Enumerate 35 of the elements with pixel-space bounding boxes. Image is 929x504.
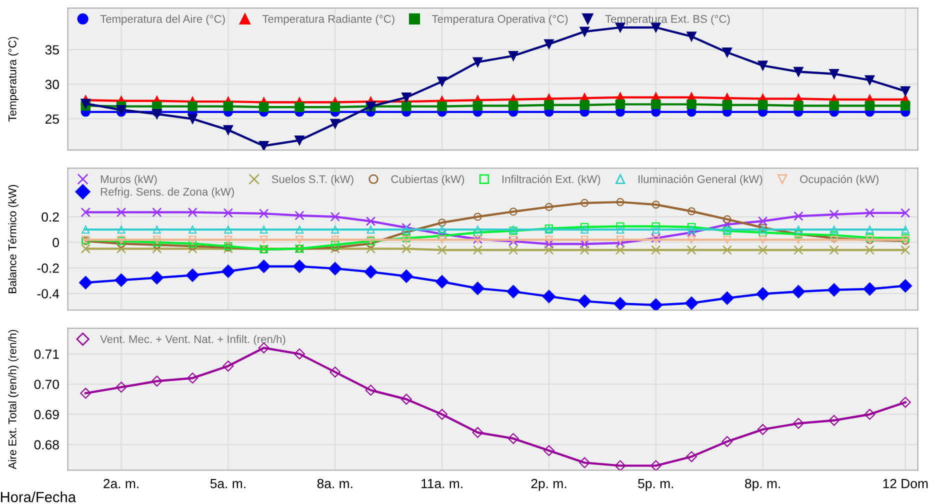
x-tick-label: 5a. m. <box>210 479 246 488</box>
legend-label: Infiltración Ext. (kW) <box>502 174 600 186</box>
legend-label: Temperatura Ext. BS (°C) <box>605 14 730 26</box>
y-tick-label: -0.2 <box>37 263 59 273</box>
legend-label: Refrig. Sens. de Zona (kW) <box>100 188 234 198</box>
y-tick-label: 30 <box>45 80 59 90</box>
legend-label: Muros (kW) <box>100 174 157 186</box>
x-axis-title: Hora/Fecha <box>1 492 76 502</box>
y-axis-title: Aire Ext. Total (ren/h) (ren/h) <box>8 330 19 470</box>
legend-label: Temperatura Radiante (°C) <box>262 14 394 26</box>
y-tick-label: 0.2 <box>42 212 59 222</box>
x-tick-label: 12 Dom <box>883 478 928 488</box>
y-tick-label: 0.71 <box>34 350 59 359</box>
y-tick-label: -0.4 <box>37 289 60 298</box>
legend-label: Cubiertas (kW) <box>391 174 464 186</box>
legend-label: Temperatura Operativa (°C) <box>432 14 568 26</box>
x-tick-label: 5p. m. <box>638 479 674 491</box>
x-tick-label: 2a. m. <box>104 478 138 488</box>
legend-label: Suelos S.T. (kW) <box>272 174 354 186</box>
y-tick-label: 25 <box>45 114 59 124</box>
y-tick-label: 0.69 <box>34 410 59 420</box>
legend-label: Ocupación (kW) <box>800 174 878 186</box>
y-axis-title: Temperatura (°C) <box>8 37 19 122</box>
y-axis-title: Balance Térmico (kW) <box>8 184 19 294</box>
y-tick-label: 35 <box>45 45 59 55</box>
x-tick-label: 8a. m. <box>317 478 352 488</box>
legend-label: Vent. Mec. + Vent. Nat. + Infilt. (ren/h) <box>100 334 286 346</box>
legend-label: Temperatura del Aire (°C) <box>100 14 225 26</box>
x-tick-label: 2p. m. <box>531 478 566 491</box>
legend-label: Iluminación General (kW) <box>638 174 762 186</box>
y-tick-label: 0.68 <box>34 440 59 450</box>
x-tick-label: 11a. m. <box>422 479 462 488</box>
y-tick-label: 0.70 <box>34 380 59 390</box>
y-tick-label: 0 <box>52 238 59 248</box>
x-tick-label: 8p. m. <box>745 478 780 491</box>
